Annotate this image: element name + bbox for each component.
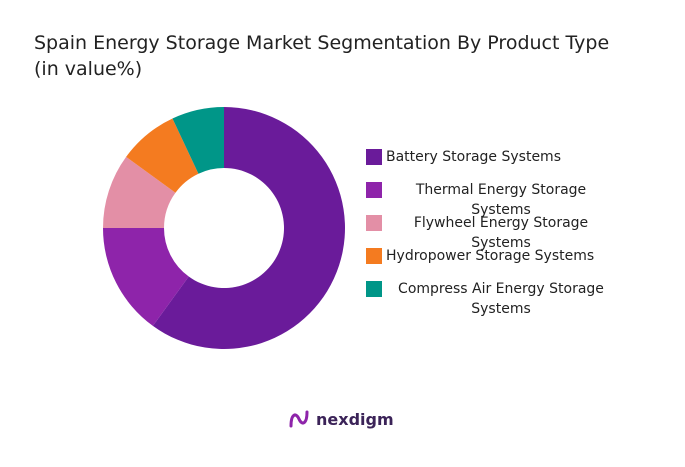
brand-name: nexdigm	[316, 409, 394, 429]
slice	[172, 107, 224, 174]
title: Spain Energy Storage Market Segmentation…	[34, 32, 610, 54]
logo-icon	[289, 410, 309, 428]
legend-label: Compress Air Energy Storage Systems	[398, 281, 604, 317]
legend-swatch	[366, 281, 382, 297]
legend-swatch	[366, 149, 382, 165]
legend: Battery Storage Systems Thermal Energy St…	[366, 148, 616, 317]
slice	[126, 118, 199, 193]
logo: nexdigm	[288, 408, 394, 430]
legend-swatch	[366, 215, 382, 231]
legend-item: Flywheel Energy Storage Systems	[366, 214, 616, 251]
legend-label: Battery Storage Systems	[386, 149, 561, 165]
legend-swatch	[366, 182, 382, 198]
legend-label: Hydropower Storage Systems	[386, 248, 595, 264]
slice	[103, 228, 189, 326]
legend-item: Hydropower Storage Systems	[366, 247, 616, 280]
legend-label: Thermal Energy Storage Systems	[415, 182, 587, 218]
legend-label: Flywheel Energy Storage Systems	[413, 215, 589, 251]
subtitle: (in value%)	[34, 58, 143, 80]
chart-title: Spain Energy Storage Market Segmentation…	[34, 30, 609, 82]
legend-swatch	[366, 248, 382, 264]
legend-item: Compress Air Energy Storage Systems	[366, 280, 616, 317]
slice	[152, 107, 346, 350]
slice	[103, 156, 176, 228]
legend-item: Thermal Energy Storage Systems	[366, 181, 616, 218]
legend-item: Battery Storage Systems	[366, 148, 616, 181]
